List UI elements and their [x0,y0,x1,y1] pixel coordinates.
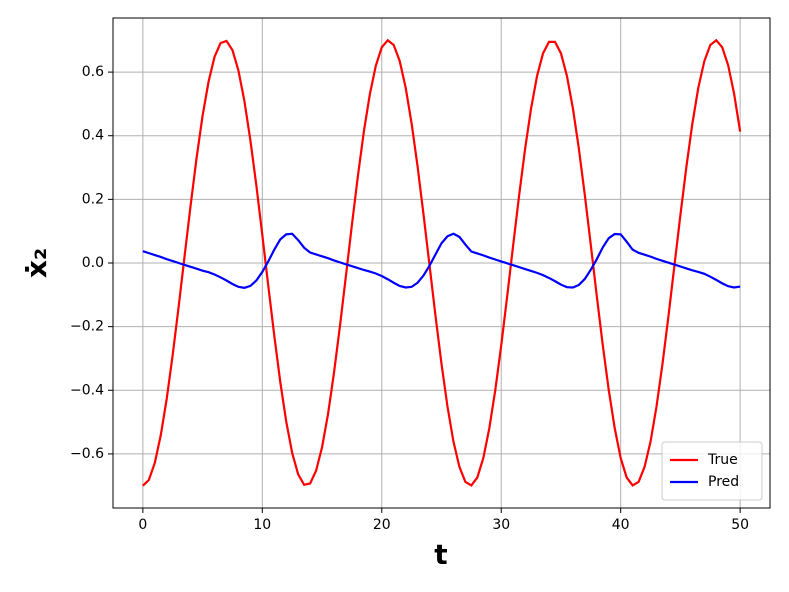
axes-frame [112,17,771,509]
x-axis-label: t [434,538,447,571]
y-tick-label: −0.6 [70,446,104,462]
x-tick-label: 10 [253,517,271,533]
legend-box [661,441,763,501]
data-line [142,38,742,487]
y-tick-label: 0.4 [82,128,104,144]
y-axis-label: ẋ₂ [20,248,53,278]
y-tick-label: 0.6 [82,64,104,80]
data-line [142,232,741,289]
y-tick-label: −0.2 [70,319,104,335]
y-tick-label: −0.4 [70,382,104,398]
x-tick-label: 50 [731,517,749,533]
x-tick-label: 30 [492,517,510,533]
y-tick-label: 0.2 [82,191,104,207]
x-tick-label: 40 [612,517,630,533]
x-tick-label: 0 [138,517,147,533]
legend-label: True [707,452,738,468]
x-tick-label: 20 [373,517,391,533]
y-tick-label: 0.0 [82,255,104,271]
legend-label: Pred [708,474,739,490]
